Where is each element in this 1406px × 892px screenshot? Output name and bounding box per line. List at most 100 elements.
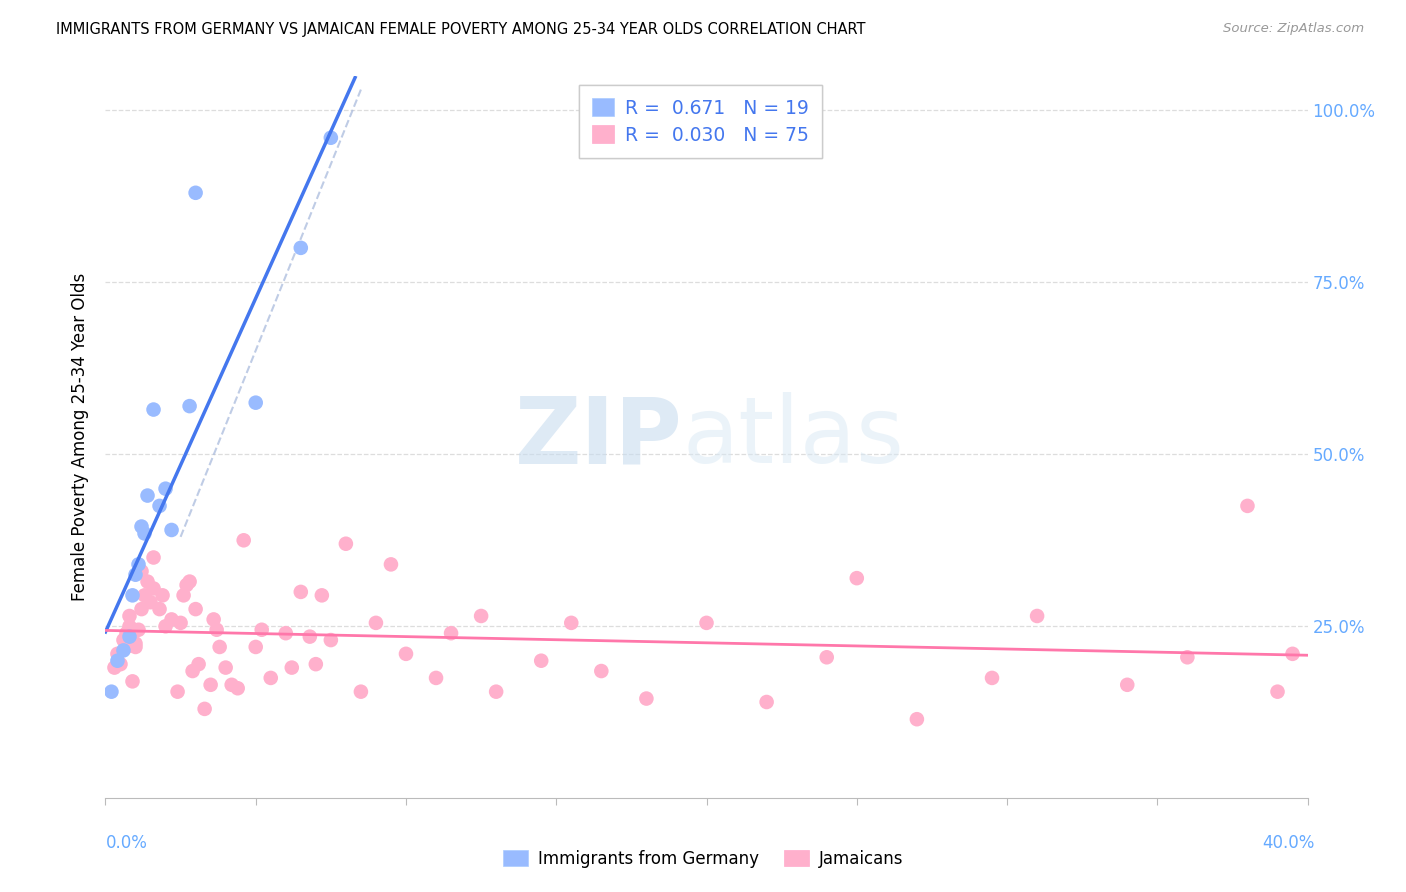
Point	[298, 630, 321, 644]
Point	[110, 657, 132, 672]
Point	[160, 612, 183, 626]
Point	[134, 526, 156, 541]
Point	[845, 571, 868, 585]
Point	[245, 640, 267, 654]
Point	[425, 671, 447, 685]
Point	[107, 654, 129, 668]
Point	[815, 650, 838, 665]
Point	[319, 633, 342, 648]
Point	[591, 664, 613, 678]
Point	[1175, 650, 1198, 665]
Point	[118, 619, 141, 633]
Point	[226, 681, 249, 696]
Point	[755, 695, 778, 709]
Text: IMMIGRANTS FROM GERMANY VS JAMAICAN FEMALE POVERTY AMONG 25-34 YEAR OLDS CORRELA: IMMIGRANTS FROM GERMANY VS JAMAICAN FEMA…	[56, 22, 866, 37]
Point	[118, 630, 141, 644]
Point	[530, 654, 553, 668]
Point	[1236, 499, 1258, 513]
Point	[636, 691, 658, 706]
Point	[260, 671, 283, 685]
Point	[1281, 647, 1303, 661]
Point	[173, 588, 195, 602]
Point	[335, 537, 357, 551]
Text: 0.0%: 0.0%	[105, 834, 148, 852]
Point	[118, 609, 141, 624]
Point	[221, 678, 243, 692]
Point	[194, 702, 217, 716]
Legend: R =  0.671   N = 19, R =  0.030   N = 75: R = 0.671 N = 19, R = 0.030 N = 75	[578, 86, 823, 158]
Point	[142, 582, 165, 596]
Point	[200, 678, 222, 692]
Point	[184, 602, 207, 616]
Point	[142, 550, 165, 565]
Point	[131, 564, 153, 578]
Point	[1116, 678, 1139, 692]
Point	[250, 623, 273, 637]
Point	[112, 643, 135, 657]
Point	[100, 684, 122, 698]
Point	[187, 657, 209, 672]
Point	[142, 402, 165, 417]
Point	[440, 626, 463, 640]
Point	[148, 602, 170, 616]
Text: 40.0%: 40.0%	[1263, 834, 1315, 852]
Point	[155, 482, 177, 496]
Point	[981, 671, 1004, 685]
Point	[179, 399, 201, 413]
Point	[184, 186, 207, 200]
Point	[290, 585, 312, 599]
Point	[166, 684, 188, 698]
Point	[350, 684, 373, 698]
Point	[139, 595, 162, 609]
Text: atlas: atlas	[682, 392, 904, 482]
Point	[148, 499, 170, 513]
Point	[124, 567, 146, 582]
Point	[124, 640, 146, 654]
Point	[179, 574, 201, 589]
Point	[274, 626, 297, 640]
Point	[169, 615, 191, 630]
Point	[107, 647, 129, 661]
Point	[160, 523, 183, 537]
Point	[208, 640, 231, 654]
Point	[181, 664, 204, 678]
Point	[131, 519, 153, 533]
Point	[395, 647, 418, 661]
Point	[311, 588, 333, 602]
Point	[112, 633, 135, 648]
Point	[281, 660, 304, 674]
Point	[245, 395, 267, 409]
Point	[155, 619, 177, 633]
Point	[134, 588, 156, 602]
Y-axis label: Female Poverty Among 25-34 Year Olds: Female Poverty Among 25-34 Year Olds	[70, 273, 89, 601]
Point	[1267, 684, 1289, 698]
Point	[1026, 609, 1049, 624]
Point	[696, 615, 718, 630]
Point	[560, 615, 582, 630]
Legend: Immigrants from Germany, Jamaicans: Immigrants from Germany, Jamaicans	[496, 844, 910, 875]
Point	[290, 241, 312, 255]
Point	[121, 674, 143, 689]
Point	[470, 609, 492, 624]
Point	[128, 623, 150, 637]
Text: Source: ZipAtlas.com: Source: ZipAtlas.com	[1223, 22, 1364, 36]
Point	[136, 574, 159, 589]
Point	[128, 558, 150, 572]
Point	[364, 615, 387, 630]
Point	[485, 684, 508, 698]
Point	[176, 578, 198, 592]
Point	[124, 636, 146, 650]
Point	[205, 623, 228, 637]
Point	[905, 712, 928, 726]
Point	[319, 130, 342, 145]
Point	[152, 588, 174, 602]
Point	[202, 612, 225, 626]
Point	[305, 657, 328, 672]
Point	[214, 660, 236, 674]
Point	[115, 640, 138, 654]
Point	[131, 602, 153, 616]
Point	[232, 533, 254, 548]
Point	[380, 558, 402, 572]
Point	[115, 626, 138, 640]
Point	[103, 660, 125, 674]
